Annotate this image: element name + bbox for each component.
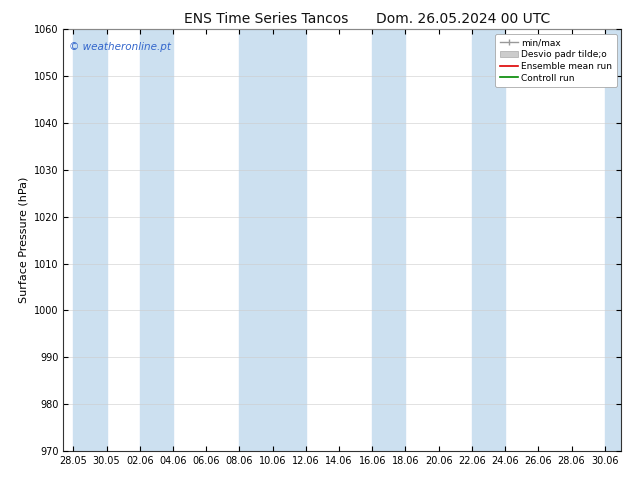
Bar [605, 29, 621, 451]
Bar [472, 29, 505, 451]
Bar [74, 29, 107, 451]
Text: © weatheronline.pt: © weatheronline.pt [69, 42, 171, 52]
Bar [372, 29, 406, 451]
Text: Dom. 26.05.2024 00 UTC: Dom. 26.05.2024 00 UTC [376, 12, 550, 26]
Y-axis label: Surface Pressure (hPa): Surface Pressure (hPa) [18, 177, 29, 303]
Legend: min/max, Desvio padr tilde;o, Ensemble mean run, Controll run: min/max, Desvio padr tilde;o, Ensemble m… [495, 34, 617, 87]
Text: ENS Time Series Tancos: ENS Time Series Tancos [184, 12, 349, 26]
Bar [139, 29, 173, 451]
Bar [240, 29, 306, 451]
